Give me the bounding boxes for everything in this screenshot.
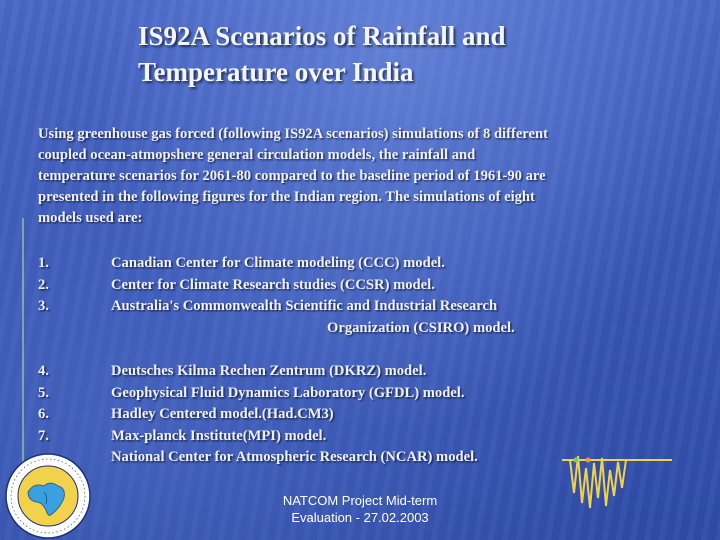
list-item-text: Max-planck Institute(MPI) model. — [111, 427, 327, 444]
list-item: 6. Hadley Centered model.(Had.CM3) — [38, 404, 678, 426]
list-item-text: Hadley Centered model.(Had.CM3) — [111, 406, 334, 422]
title-line-1: IS92A Scenarios of Rainfall and — [138, 21, 506, 51]
list-item: 7. Max-planck Institute(MPI) model. — [38, 426, 678, 448]
list-item-text: Center for Climate Research studies (CCS… — [111, 276, 435, 293]
list-item-text: Geophysical Fluid Dynamics Laboratory (G… — [111, 384, 465, 401]
intro-line: temperature scenarios for 2061-80 compar… — [38, 168, 546, 184]
list-item-text: Canadian Center for Climate modeling (CC… — [111, 255, 445, 271]
list-item-number: 2. — [38, 276, 49, 293]
list-item-number: 1. — [38, 255, 49, 271]
intro-line: Using greenhouse gas forced (following I… — [38, 126, 548, 142]
left-divider-line — [22, 218, 24, 463]
seismograph-wave-icon — [562, 455, 672, 509]
list-item: National Center for Atmospheric Research… — [38, 447, 678, 469]
list-item-number — [38, 318, 111, 340]
intro-paragraph: Using greenhouse gas forced (following I… — [38, 124, 688, 229]
list-item-number: 4. — [38, 363, 49, 379]
intro-line: presented in the following figures for t… — [38, 189, 535, 205]
natcom-logo-icon — [5, 453, 91, 539]
list-item: 1. Canadian Center for Climate modeling … — [38, 253, 678, 275]
model-list-group-2: 4. Deutsches Kilma Rechen Zentrum (DKRZ)… — [38, 361, 678, 469]
list-item-text: National Center for Atmospheric Research… — [111, 449, 478, 465]
list-item-text: Organization (CSIRO) model. — [327, 319, 515, 336]
list-item-number: 6. — [38, 406, 49, 422]
list-item: 2. Center for Climate Research studies (… — [38, 275, 678, 297]
list-item-number: 7. — [38, 427, 49, 444]
list-item-text: Australia's Commonwealth Scientific and … — [111, 298, 498, 314]
slide-title: IS92A Scenarios of Rainfall and Temperat… — [138, 18, 698, 90]
title-line-2: Temperature over India — [138, 57, 414, 87]
intro-line: models used are: — [38, 210, 143, 226]
footer-caption: NATCOM Project Mid-term Evaluation - 27.… — [250, 492, 470, 526]
list-item-continuation: Organization (CSIRO) model. — [38, 318, 678, 340]
intro-line: coupled ocean-atmopshere general circula… — [38, 147, 476, 163]
list-item-text: Deutsches Kilma Rechen Zentrum (DKRZ) mo… — [111, 363, 427, 379]
footer-line-1: NATCOM Project Mid-term — [282, 493, 438, 508]
list-item: 4. Deutsches Kilma Rechen Zentrum (DKRZ)… — [38, 361, 678, 383]
model-list-group-1: 1. Canadian Center for Climate modeling … — [38, 253, 678, 339]
list-item: 5. Geophysical Fluid Dynamics Laboratory… — [38, 383, 678, 405]
list-item: 3. Australia's Commonwealth Scientific a… — [38, 296, 678, 318]
footer-line-2: Evaluation - 27.02.2003 — [291, 510, 429, 525]
list-item-number: 5. — [38, 384, 49, 401]
list-item-number: 3. — [38, 298, 49, 314]
